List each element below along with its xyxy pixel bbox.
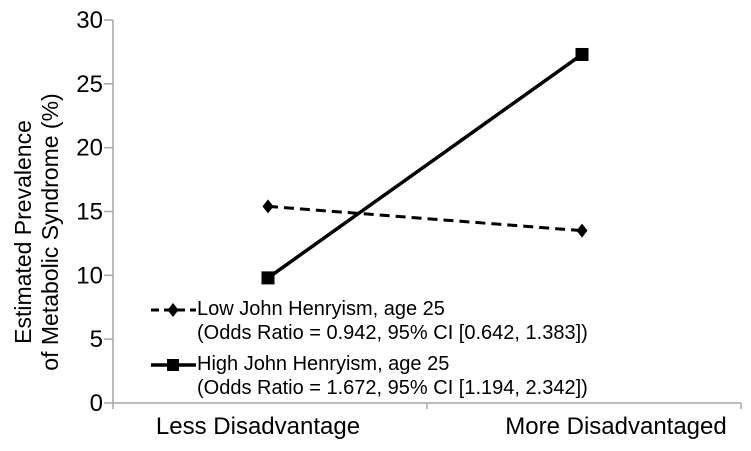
series-line-diamond (267, 204, 583, 233)
legend-text-low: Low John Henryism, age 25 (Odds Ratio = … (197, 297, 588, 345)
x-category-label: More Disadvantaged (505, 413, 726, 440)
diamond-marker-icon (262, 199, 274, 214)
series-line-square (266, 53, 584, 280)
legend-text-high: High John Henryism, age 25 (Odds Ratio =… (197, 352, 588, 400)
y-tick-label: 10 (76, 262, 103, 289)
legend: Low John Henryism, age 25 (Odds Ratio = … (150, 297, 588, 407)
y-tick-label: 25 (76, 71, 103, 98)
x-category-label: Less Disadvantage (156, 413, 360, 440)
diamond-marker-icon (576, 223, 588, 238)
legend-high-detail: (Odds Ratio = 1.672, 95% CI [1.194, 2.34… (197, 377, 588, 399)
square-marker-icon (261, 271, 275, 285)
legend-low-detail: (Odds Ratio = 0.942, 95% CI [0.642, 1.38… (197, 322, 588, 344)
y-tick-label: 5 (90, 326, 103, 353)
y-tick-label: 0 (90, 390, 103, 417)
solid-square-line-icon (150, 352, 197, 376)
y-tick-label: 15 (76, 199, 103, 226)
legend-low-name: Low John Henryism, age 25 (197, 298, 445, 320)
legend-entry-low: Low John Henryism, age 25 (Odds Ratio = … (150, 297, 588, 345)
legend-entry-high: High John Henryism, age 25 (Odds Ratio =… (150, 352, 588, 400)
y-tick-label: 20 (76, 135, 103, 162)
legend-high-name: High John Henryism, age 25 (197, 353, 450, 375)
y-tick-label: 30 (76, 7, 103, 34)
dashed-diamond-line-icon (150, 297, 197, 321)
square-marker-icon (575, 47, 589, 61)
